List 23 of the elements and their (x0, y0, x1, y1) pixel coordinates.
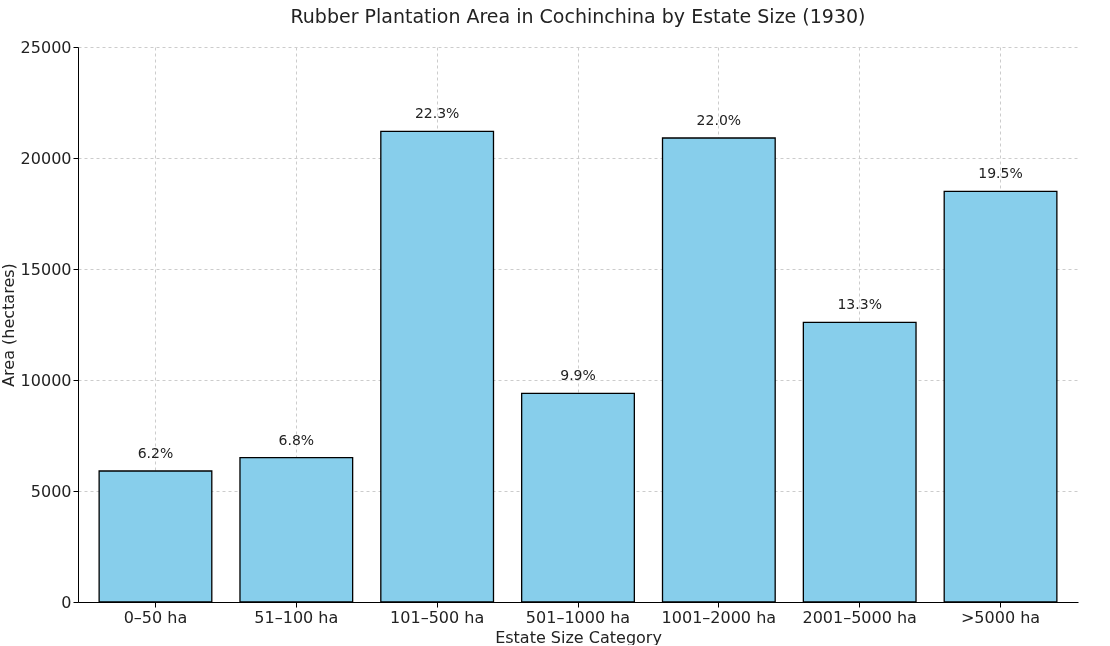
y-tick-label: 10000 (20, 370, 72, 390)
y-tick-label: 25000 (20, 37, 72, 57)
annotation: 9.9% (560, 367, 596, 384)
x-tick-label: 0–50 ha (123, 607, 188, 627)
annotation: 13.3% (837, 296, 882, 313)
x-axis-title: Estate Size Category (495, 627, 662, 646)
annotation: 19.5% (978, 165, 1023, 182)
x-tick-label: >5000 ha (960, 607, 1041, 627)
x-tick-label: 2001–5000 ha (802, 607, 917, 627)
annotation: 6.8% (278, 431, 315, 448)
x-tick-label: 1001–2000 ha (661, 607, 777, 627)
y-tick-label: 15000 (20, 259, 72, 279)
y-tick-label: 0 (61, 592, 72, 612)
y-axis-title: Area (hectares) (0, 263, 18, 387)
annotation: 22.0% (696, 112, 742, 129)
annotation: 6.2% (137, 445, 174, 462)
annotation: 22.3% (414, 105, 460, 122)
chart-title: Rubber Plantation Area in Cochinchina by Estate Size (1930) (290, 5, 866, 27)
x-tick-label: 51–100 ha (254, 607, 339, 627)
x-tick-label: 501–1000 ha (525, 607, 631, 627)
x-tick-label: 101–500 ha (390, 607, 485, 627)
y-tick-label: 5000 (30, 481, 72, 501)
y-tick-label: 20000 (20, 148, 72, 168)
